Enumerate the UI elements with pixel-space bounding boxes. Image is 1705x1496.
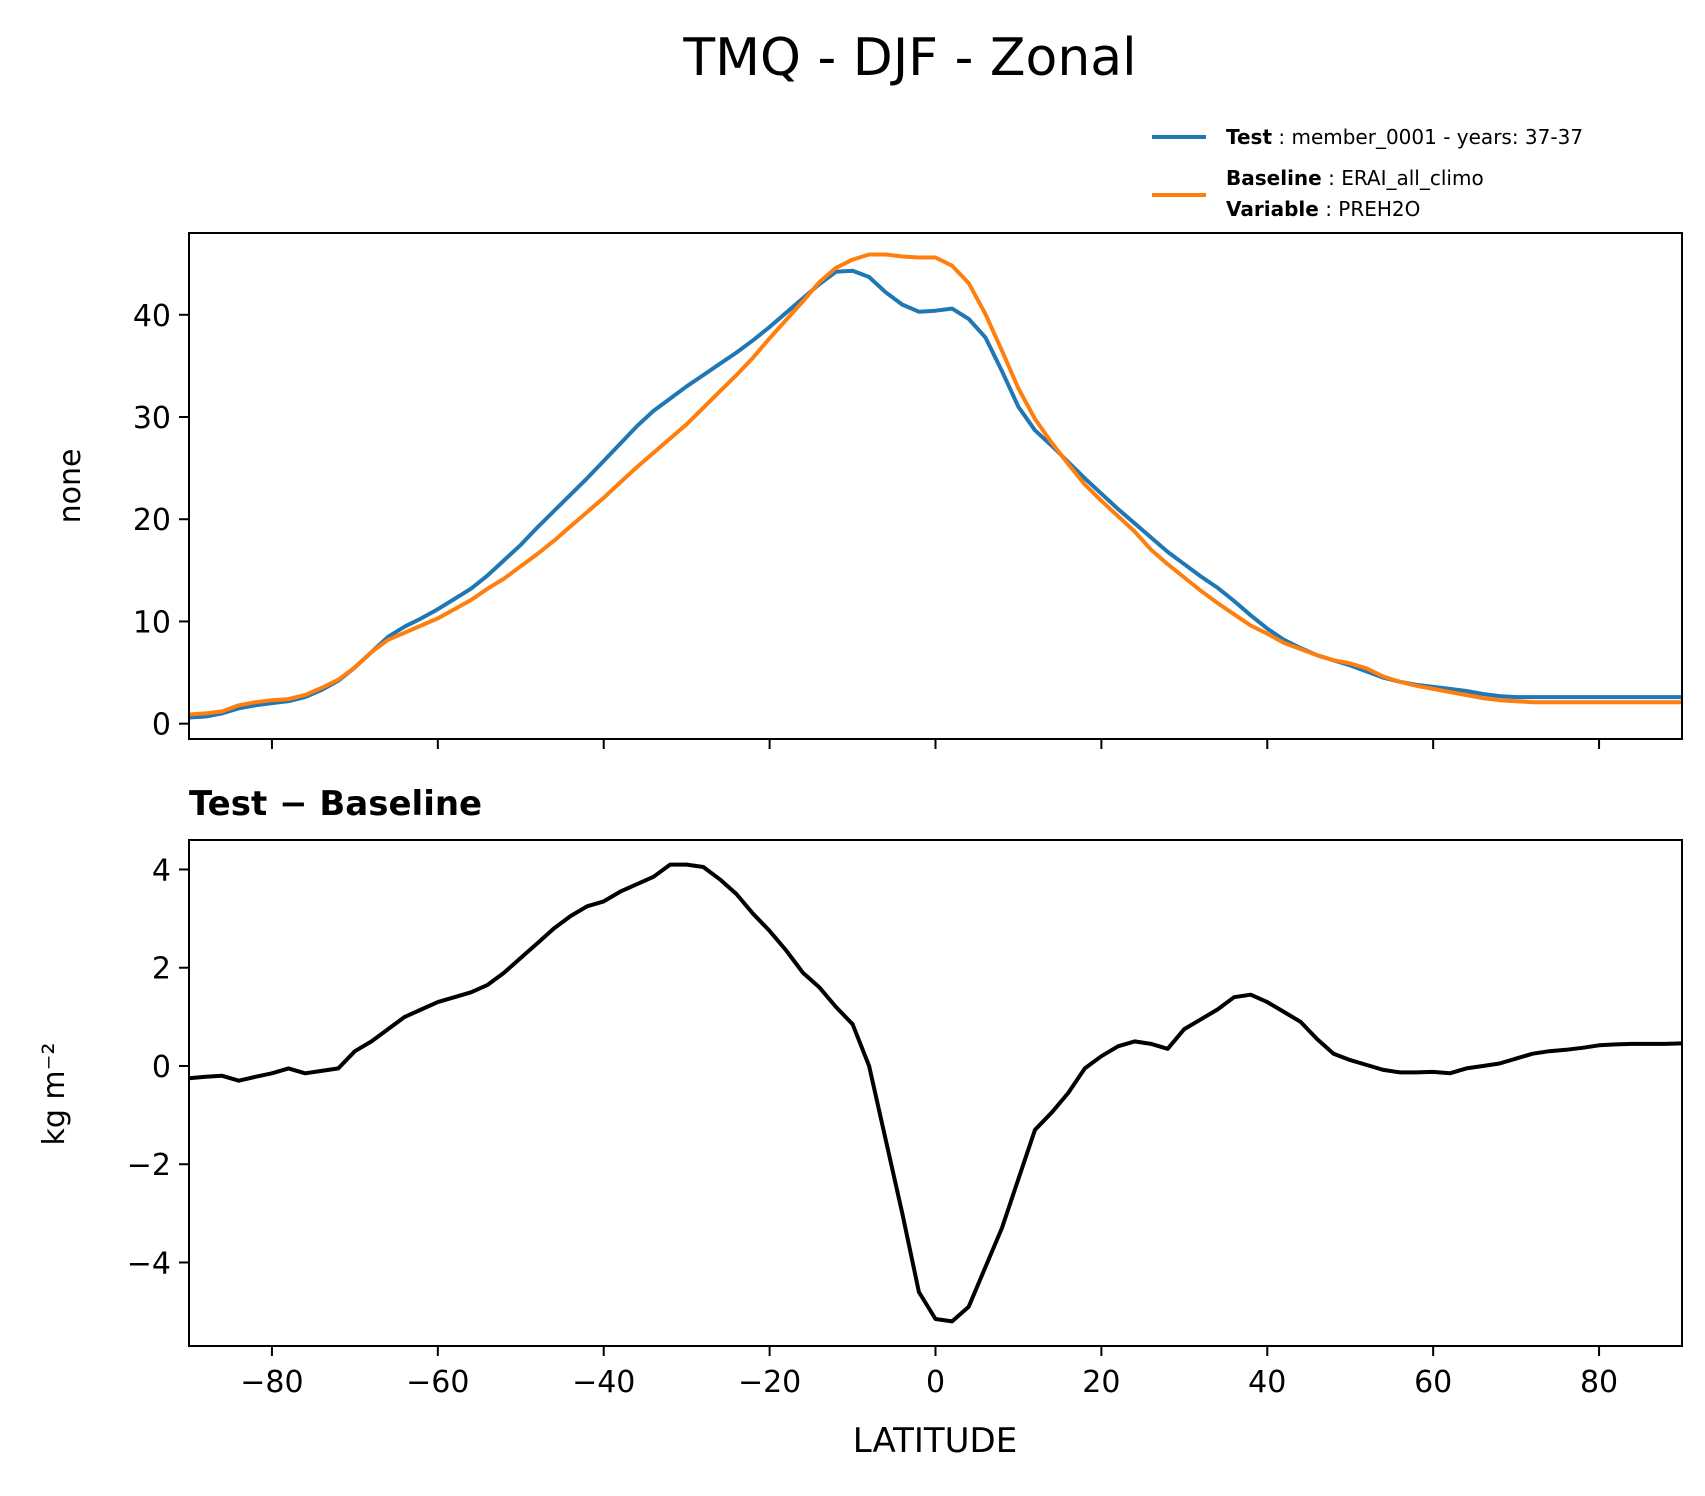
top-ytick-label: 30: [133, 401, 171, 436]
bottom-x-ticks: −80 −60 −40 −20 0 20 40 60 80: [240, 1346, 1618, 1400]
top-panel: none 0 10 20 30 40: [53, 232, 1683, 749]
legend: Test : member_0001 - years: 37-37 Baseli…: [1152, 125, 1583, 221]
bottom-xtick-label: −80: [240, 1365, 303, 1400]
bottom-ytick-label: −2: [127, 1148, 171, 1183]
top-series-baseline: [188, 252, 1682, 717]
top-y-ticks: 0 10 20 30 40: [133, 299, 189, 743]
top-ytick-label: 40: [133, 299, 171, 334]
top-ytick-label: 0: [152, 708, 171, 743]
figure-title: TMQ - DJF - Zonal: [682, 28, 1136, 88]
bottom-panel-title: Test − Baseline: [189, 784, 482, 824]
top-series-test: [188, 268, 1682, 720]
bottom-ylabel: kg m⁻²: [37, 1042, 72, 1145]
legend-baseline-key: Baseline: [1226, 166, 1322, 190]
top-ylabel: none: [53, 449, 88, 524]
bottom-series-lines: [188, 862, 1683, 1324]
top-ytick-label: 10: [133, 605, 171, 640]
bottom-xlabel: LATITUDE: [853, 1421, 1017, 1461]
bottom-axes-frame: [188, 839, 1683, 1347]
bottom-xtick-label: 80: [1580, 1365, 1618, 1400]
top-ytick-label: 20: [133, 503, 171, 538]
bottom-ytick-label: 4: [152, 853, 171, 888]
bottom-y-ticks: −4 −2 0 2 4: [127, 853, 189, 1281]
bottom-xtick-label: 0: [926, 1365, 945, 1400]
bottom-xtick-label: −40: [572, 1365, 635, 1400]
bottom-xtick-label: 60: [1414, 1365, 1452, 1400]
bottom-series-test-baseline: [188, 862, 1683, 1324]
top-axes-frame: [188, 232, 1683, 740]
bottom-xtick-label: −60: [406, 1365, 469, 1400]
legend-test-key: Test: [1226, 125, 1272, 149]
legend-baseline-value: ERAI_all_climo: [1341, 166, 1484, 190]
legend-test-entry: Test : member_0001 - years: 37-37: [1226, 125, 1583, 149]
legend-variable-entry: Variable : PREH2O: [1226, 197, 1420, 221]
bottom-xtick-label: 20: [1082, 1365, 1120, 1400]
legend-baseline-entry: Baseline : ERAI_all_climo: [1226, 166, 1484, 190]
top-series-lines: [188, 252, 1682, 720]
bottom-ytick-label: −4: [127, 1246, 171, 1281]
legend-variable-key: Variable: [1226, 197, 1319, 221]
legend-variable-value: PREH2O: [1338, 197, 1420, 221]
bottom-xtick-label: −20: [738, 1365, 801, 1400]
bottom-ytick-label: 2: [152, 952, 171, 987]
bottom-xtick-label: 40: [1248, 1365, 1286, 1400]
legend-test-value: member_0001 - years: 37-37: [1291, 125, 1583, 149]
bottom-ytick-label: 0: [152, 1050, 171, 1085]
top-x-ticks: [270, 739, 1601, 749]
